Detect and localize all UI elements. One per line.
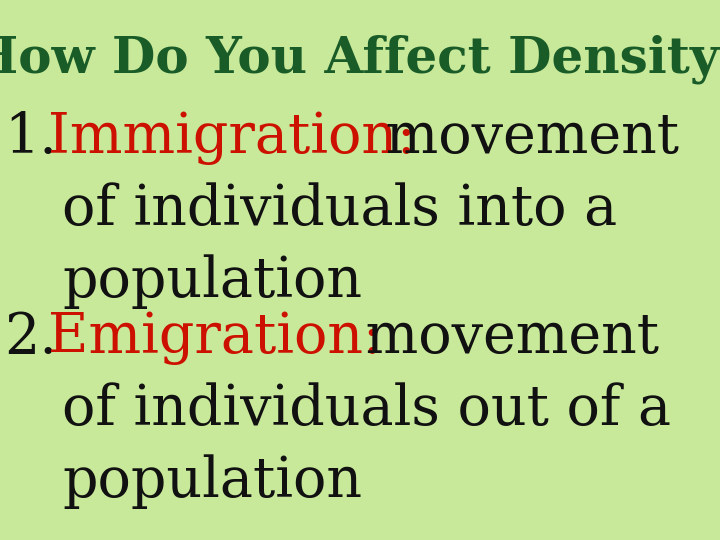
- Text: Immigration:: Immigration:: [48, 110, 415, 165]
- Text: population: population: [62, 454, 362, 509]
- Text: movement: movement: [368, 110, 679, 165]
- Text: of individuals out of a: of individuals out of a: [62, 382, 671, 437]
- Text: Emigration:: Emigration:: [48, 310, 382, 364]
- Text: How Do You Affect Density?: How Do You Affect Density?: [0, 35, 720, 84]
- Text: of individuals into a: of individuals into a: [62, 182, 617, 237]
- Text: population: population: [62, 254, 362, 309]
- Text: 1.: 1.: [4, 110, 57, 165]
- Text: 2.: 2.: [4, 310, 57, 364]
- Text: movement: movement: [348, 310, 659, 364]
